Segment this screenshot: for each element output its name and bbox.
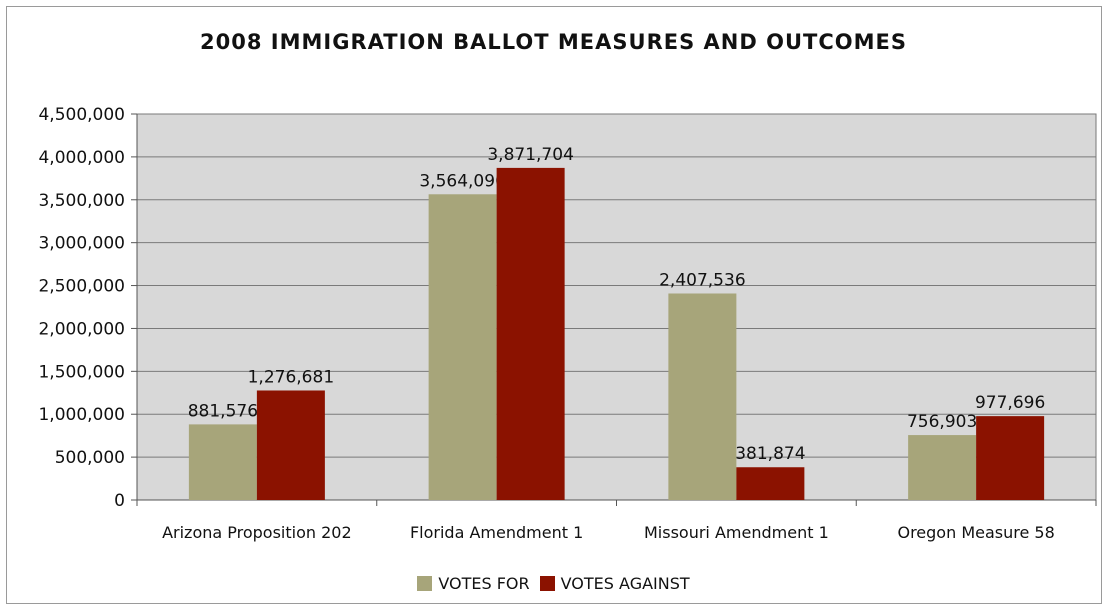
x-category-label: Florida Amendment 1 [410, 523, 583, 542]
bar-votes-against [257, 390, 325, 500]
data-label: 977,696 [975, 393, 1045, 413]
data-label: 3,564,090 [419, 171, 506, 191]
data-label: 881,576 [188, 401, 258, 421]
y-tick-label: 1,000,000 [38, 405, 125, 425]
y-tick-label: 500,000 [55, 448, 125, 468]
bar-votes-for [189, 424, 257, 500]
legend-item-votes-against: VOTES AGAINST [540, 574, 690, 593]
y-tick-label: 4,500,000 [38, 105, 125, 125]
data-label: 381,874 [735, 444, 805, 464]
legend-label-votes-against: VOTES AGAINST [561, 574, 690, 593]
x-category-label: Missouri Amendment 1 [644, 523, 829, 542]
y-tick-label: 2,000,000 [38, 319, 125, 339]
chart-legend: VOTES FOR VOTES AGAINST [0, 574, 1107, 593]
y-tick-label: 2,500,000 [38, 277, 125, 297]
data-label: 756,903 [907, 412, 977, 432]
x-category-label: Oregon Measure 58 [897, 523, 1054, 542]
bar-votes-for [429, 194, 497, 500]
bar-votes-for [908, 435, 976, 500]
data-label: 1,276,681 [248, 367, 335, 387]
bar-votes-for [668, 293, 736, 500]
bar-votes-against [497, 168, 565, 500]
y-tick-label: 1,500,000 [38, 362, 125, 382]
y-tick-label: 4,000,000 [38, 148, 125, 168]
legend-swatch-votes-for [417, 576, 432, 591]
x-category-label: Arizona Proposition 202 [162, 523, 352, 542]
bar-votes-against [976, 416, 1044, 500]
data-label: 2,407,536 [659, 270, 746, 290]
y-tick-label: 3,500,000 [38, 191, 125, 211]
y-tick-label: 0 [114, 491, 125, 511]
bar-votes-against [736, 467, 804, 500]
legend-swatch-votes-against [540, 576, 555, 591]
legend-label-votes-for: VOTES FOR [438, 574, 529, 593]
legend-item-votes-for: VOTES FOR [417, 574, 529, 593]
y-tick-label: 3,000,000 [38, 234, 125, 254]
data-label: 3,871,704 [487, 145, 574, 165]
